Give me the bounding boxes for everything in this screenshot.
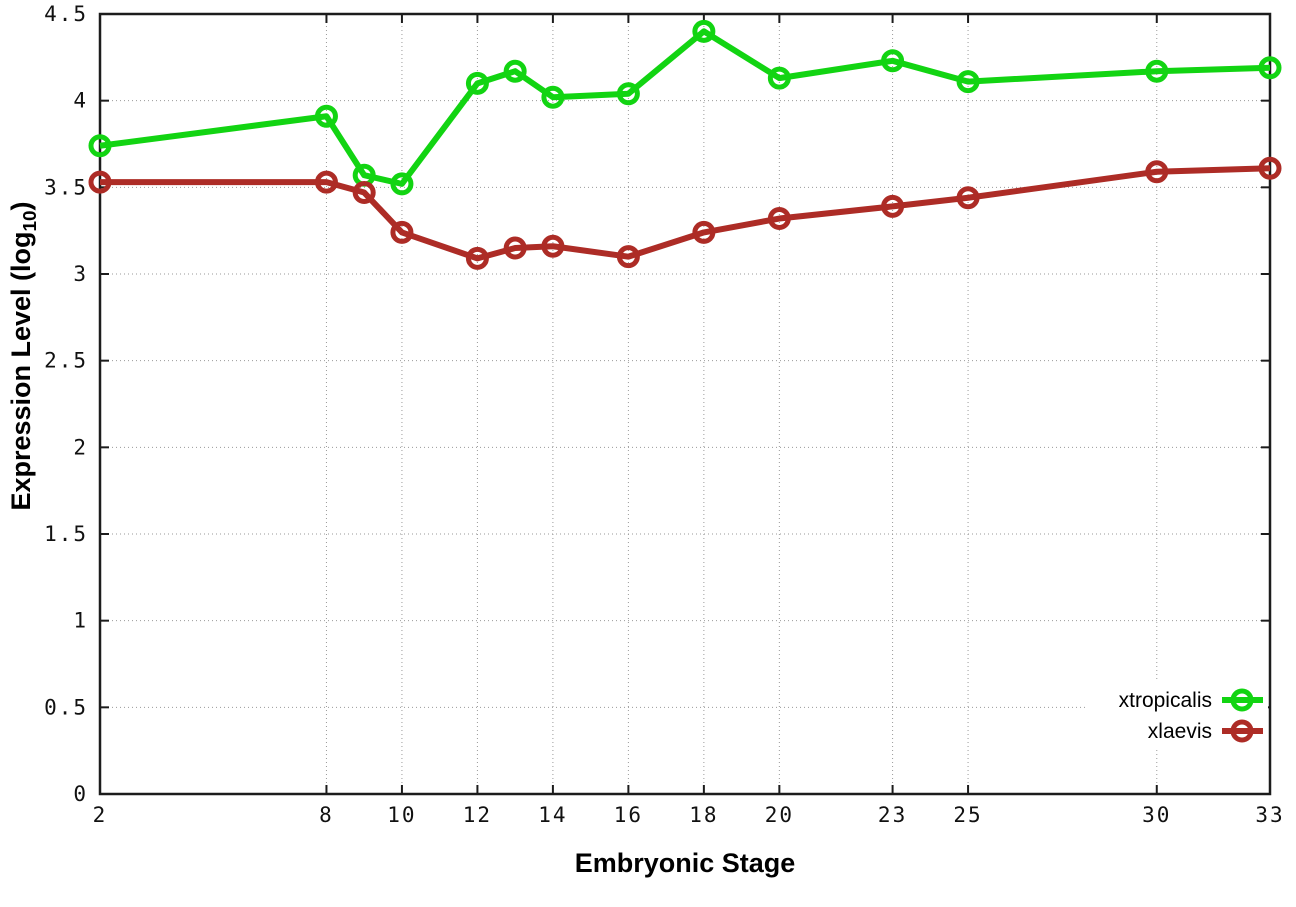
x-tick-label: 23 — [878, 803, 907, 827]
series-xtropicalis-line — [99, 28, 1271, 187]
plot-border — [98, 12, 1272, 796]
gridlines — [99, 13, 1271, 795]
legend: xtropicalis xlaevis — [1085, 682, 1268, 750]
series-xlaevis — [88, 156, 1282, 270]
series-xlaevis-marker — [1258, 156, 1282, 180]
series-xtropicalis-marker — [541, 85, 565, 109]
series-xtropicalis — [88, 19, 1282, 196]
series-xlaevis-marker — [541, 234, 565, 258]
y-tick-label: 3.5 — [44, 175, 88, 199]
series-xtropicalis-marker — [692, 19, 716, 43]
series-xtropicalis-marker — [1145, 59, 1169, 83]
y-tick-label: 0 — [73, 782, 88, 806]
series-xtropicalis-marker — [390, 172, 414, 196]
series-xtropicalis-marker — [956, 70, 980, 94]
legend-label-xtropicalis: xtropicalis — [1119, 689, 1212, 712]
y-tick-label: 4 — [73, 89, 88, 113]
series-xlaevis-marker — [956, 186, 980, 210]
series-xtropicalis-marker — [881, 49, 905, 73]
series-xtropicalis-marker — [767, 66, 791, 90]
series-xlaevis-marker — [767, 207, 791, 231]
legend-entry-xlaevis: xlaevis — [1148, 719, 1263, 743]
y-axis-title-text: Expression Level (log — [5, 231, 36, 511]
series-xlaevis-marker — [503, 236, 527, 260]
x-tick-label: 30 — [1142, 803, 1171, 827]
legend-label-xlaevis: xlaevis — [1148, 720, 1212, 743]
series-xlaevis-marker — [390, 220, 414, 244]
series-xlaevis-line — [100, 165, 1271, 262]
series-xlaevis-marker — [616, 245, 640, 269]
series-xtropicalis-marker — [503, 59, 527, 83]
series-xlaevis-marker — [88, 170, 112, 194]
x-tick-label: 25 — [953, 803, 982, 827]
y-axis-title-subscript: 10 — [20, 210, 42, 232]
x-tick-label: 20 — [765, 803, 794, 827]
series-xlaevis-marker — [314, 170, 338, 194]
series-xlaevis-marker — [692, 220, 716, 244]
y-tick-label: 0.5 — [44, 695, 88, 719]
series-xtropicalis-marker — [465, 71, 489, 95]
x-tick-label: 2 — [93, 803, 108, 827]
series-xtropicalis-marker — [1258, 56, 1282, 80]
series-xlaevis-marker — [1145, 160, 1169, 184]
y-axis-title-close: ) — [5, 201, 36, 211]
series-xtropicalis-marker — [88, 134, 112, 158]
x-tick-label: 8 — [319, 803, 334, 827]
tick-labels: 2 8 10 12 14 16 18 20 23 25 30 33 0 0.5 1 1.5 2 2.5 3 3.5 4 4… — [44, 2, 1284, 827]
tick-marks — [99, 13, 1271, 795]
y-tick-label: 3 — [73, 262, 88, 286]
y-tick-label: 2 — [73, 435, 88, 459]
x-tick-label: 33 — [1255, 803, 1284, 827]
y-tick-label: 4.5 — [44, 2, 88, 26]
y-tick-label: 2.5 — [44, 349, 88, 373]
x-tick-label: 16 — [614, 803, 643, 827]
series-xlaevis-marker — [465, 246, 489, 270]
x-tick-label: 12 — [463, 803, 492, 827]
x-tick-label: 10 — [387, 803, 416, 827]
y-tick-label: 1.5 — [44, 522, 88, 546]
legend-marker-xtropicalis — [1230, 688, 1254, 712]
series-xlaevis-marker — [881, 194, 905, 218]
y-axis-title: Expression Level (log10) — [6, 201, 42, 510]
series-xlaevis-marker — [352, 181, 376, 205]
y-tick-label: 1 — [73, 609, 88, 633]
x-tick-label: 18 — [689, 803, 718, 827]
x-axis-title: Embryonic Stage — [574, 848, 796, 878]
series-xtropicalis-marker — [616, 82, 640, 106]
legend-marker-xlaevis — [1230, 719, 1254, 743]
legend-entry-xtropicalis: xtropicalis — [1119, 688, 1263, 712]
series-xtropicalis-marker — [314, 104, 338, 128]
x-tick-label: 14 — [538, 803, 567, 827]
